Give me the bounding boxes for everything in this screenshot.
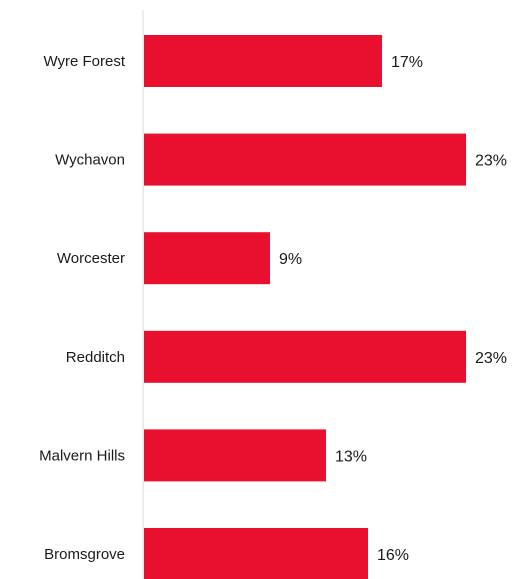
value-label: 9% [279,251,302,268]
bar-group [144,35,466,579]
category-label: Bromsgrove [44,546,125,563]
value-label: 23% [475,153,507,170]
bar-redditch [144,330,466,383]
value-label: 16% [377,547,409,564]
category-label: Worcester [57,250,125,267]
value-label-group: 17% 23% 9% 23% 13% 16% [279,54,507,564]
value-label: 17% [391,54,423,71]
bar-wyre-forest [144,35,382,87]
category-label: Malvern Hills [39,447,125,464]
bar-worcester [144,232,270,285]
value-label: 13% [335,448,367,465]
bar-bromsgrove [144,528,368,579]
value-label: 23% [475,350,507,367]
category-label-group: Wyre Forest Wychavon Worcester Redditch Malv… [39,53,126,563]
category-label: Wychavon [55,152,125,169]
category-label: Redditch [66,349,125,366]
bar-wychavon [144,133,466,186]
category-label: Wyre Forest [43,53,125,70]
bar-malvern-hills [144,429,326,482]
